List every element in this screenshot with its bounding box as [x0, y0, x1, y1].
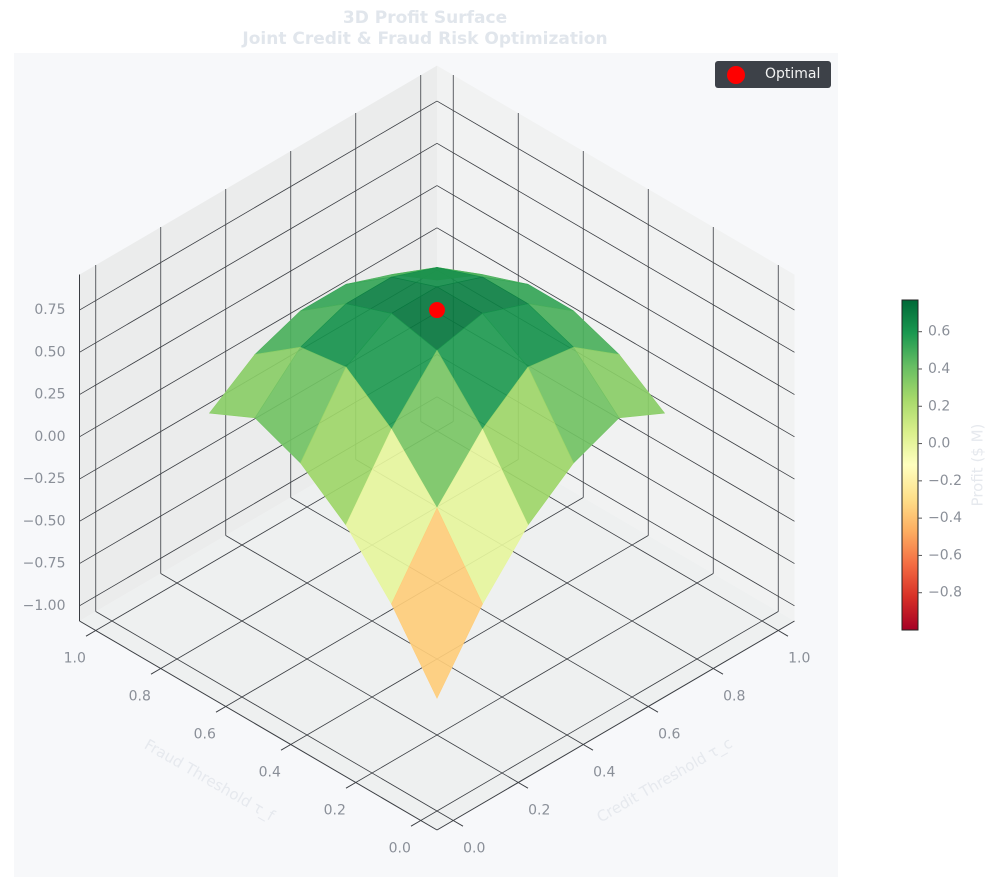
grid-line — [290, 535, 649, 745]
tick-mark — [582, 744, 594, 751]
grid-line — [355, 573, 714, 783]
tick-mark — [345, 782, 357, 789]
x-tick-label: 0.8 — [723, 689, 745, 705]
z-tick-label: 0.00 — [34, 429, 65, 445]
legend-marker — [727, 66, 745, 84]
colorbar-tick-label: −0.2 — [928, 473, 962, 489]
tick-mark — [647, 706, 659, 713]
surface-patch — [391, 507, 483, 699]
grid-line — [160, 573, 519, 783]
y-tick-label: 1.0 — [64, 651, 86, 667]
grid-line — [95, 611, 454, 821]
tick-mark — [517, 782, 529, 789]
tick-mark — [215, 706, 227, 713]
tick-mark — [280, 744, 292, 751]
z-tick-label: 0.25 — [34, 387, 65, 403]
z-tick-label: −1.00 — [23, 598, 66, 614]
x-tick-label: 0.0 — [463, 841, 485, 857]
chart-title: 3D Profit Surface — [343, 8, 507, 28]
colorbar-tick-label: −0.4 — [928, 510, 962, 526]
tick-mark — [85, 630, 97, 637]
tick-mark — [712, 668, 724, 675]
colorbar-tick-label: −0.8 — [928, 585, 962, 601]
y-tick-label: 0.0 — [389, 841, 411, 857]
z-tick-label: −0.25 — [23, 471, 66, 487]
tick-mark — [452, 820, 464, 827]
colorbar — [901, 299, 919, 631]
chart-subtitle: Joint Credit & Fraud Risk Optimization — [241, 29, 607, 49]
colorbar-label: Profit ($ M) — [969, 424, 987, 507]
colorbar-tick-label: 0.0 — [928, 436, 950, 452]
colorbar-tick-label: −0.6 — [928, 547, 962, 563]
colorbar-tick-label: 0.2 — [928, 398, 950, 414]
x-axis-line — [436, 620, 795, 831]
optimal-point — [429, 302, 445, 319]
x-tick-label: 1.0 — [788, 651, 810, 667]
x-tick-label: 0.6 — [658, 727, 680, 743]
tick-mark — [777, 630, 789, 637]
grid-line — [79, 142, 438, 353]
z-tick-label: −0.50 — [23, 513, 66, 529]
grid-line — [436, 185, 795, 395]
grid-line — [225, 535, 584, 745]
x-tick-label: 0.4 — [593, 765, 615, 781]
y-tick-label: 0.6 — [194, 727, 216, 743]
tick-mark — [150, 668, 162, 675]
y-axis-line — [79, 620, 438, 831]
grid-line — [79, 100, 438, 311]
colorbar-tick-label: 0.6 — [928, 324, 950, 340]
grid-line — [436, 100, 795, 311]
z-tick-label: −0.75 — [23, 556, 66, 572]
grid-line — [420, 611, 779, 821]
colorbar-tick-label: 0.4 — [928, 361, 950, 377]
z-tick-label: 0.50 — [34, 344, 65, 360]
x-tick-label: 0.2 — [528, 803, 550, 819]
grid-line — [79, 185, 438, 395]
legend-box — [715, 61, 831, 88]
y-tick-label: 0.8 — [129, 689, 151, 705]
back-right-pane — [437, 65, 795, 622]
y-tick-label: 0.2 — [324, 803, 346, 819]
grid-line — [436, 227, 795, 438]
z-tick-label: 0.75 — [34, 302, 65, 318]
back-left-pane — [79, 65, 437, 622]
grid-line — [79, 227, 438, 438]
tick-mark — [410, 820, 422, 827]
grid-line — [436, 142, 795, 353]
y-tick-label: 0.4 — [259, 765, 281, 781]
legend-label: Optimal — [765, 66, 820, 82]
